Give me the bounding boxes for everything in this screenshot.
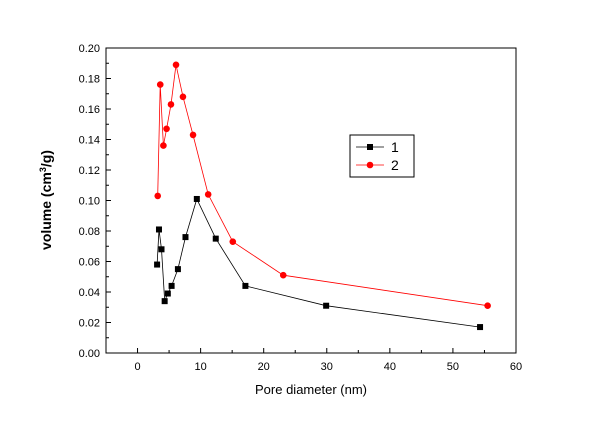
- series-1-point: [323, 302, 330, 309]
- series-2-point: [156, 81, 164, 88]
- y-axis-title: volume (cm3/g): [38, 150, 54, 250]
- series-1-point: [182, 234, 189, 241]
- series-2-point: [179, 93, 187, 101]
- series-2-point: [204, 191, 212, 198]
- x-tick-label: 40: [384, 361, 396, 373]
- y-tick-label: 0.18: [79, 74, 100, 86]
- series-1-point: [155, 226, 162, 233]
- series-2-point: [172, 61, 180, 69]
- series-1-point: [193, 195, 200, 202]
- series-2-point: [484, 302, 491, 310]
- y-tick-label: 0.20: [79, 43, 100, 55]
- series-1-point: [174, 266, 181, 273]
- y-tick-label: 0.04: [79, 287, 100, 299]
- x-tick-label: 50: [447, 361, 459, 373]
- y-axis-title-prefix: volume (cm: [38, 172, 54, 250]
- legend-label-2: 2: [391, 157, 399, 173]
- series-layer: [154, 61, 491, 331]
- y-tick-label: 0.06: [79, 257, 100, 269]
- series-2-point: [160, 142, 167, 149]
- series-1-line: [156, 197, 481, 328]
- series-2-point: [167, 101, 175, 108]
- y-tick-label: 0.02: [79, 318, 100, 330]
- x-tick-label: 60: [510, 361, 522, 373]
- y-tick-label: 0.14: [79, 135, 100, 147]
- legend-box: [349, 134, 415, 178]
- series-2-point: [279, 271, 287, 279]
- series-2-point: [189, 131, 197, 139]
- series-1-point: [477, 324, 484, 331]
- series-1-point: [161, 298, 168, 305]
- x-axis: 0 10 20 30 40 50 60: [134, 348, 522, 373]
- series-1-point: [168, 282, 175, 289]
- legend-marker-2: [366, 161, 374, 169]
- series-1-point: [242, 282, 249, 289]
- series-1-point: [164, 290, 171, 297]
- x-axis-title: Pore diameter (nm): [255, 382, 367, 397]
- y-axis: 0.00 0.02 0.04 0.06 0.08 0.10 0.12 0.14 0.16 0.18…: [79, 43, 111, 360]
- legend-marker-1: [367, 144, 373, 150]
- series-2-line: [157, 64, 488, 307]
- series-2-point: [163, 125, 170, 133]
- legend: 1 2: [349, 134, 415, 178]
- y-tick-label: 0.10: [79, 196, 100, 208]
- series-2-point: [229, 238, 237, 245]
- series-1-point: [154, 261, 161, 268]
- y-tick-label: 0.16: [79, 104, 100, 116]
- plot-frame: [105, 47, 517, 354]
- y-tick-label: 0.08: [79, 226, 100, 238]
- x-tick-label: 0: [134, 361, 140, 373]
- series-1-point: [158, 246, 165, 253]
- series-2-point: [154, 192, 162, 200]
- y-axis-title-suffix: /g): [38, 150, 54, 167]
- y-tick-label: 0.12: [79, 165, 100, 177]
- x-tick-label: 10: [194, 361, 206, 373]
- x-tick-label: 20: [258, 361, 270, 373]
- y-axis-title-superscript: 3: [38, 167, 48, 172]
- legend-label-1: 1: [391, 139, 399, 155]
- x-tick-label: 30: [321, 361, 333, 373]
- y-tick-label: 0.00: [79, 348, 100, 360]
- series-1-point: [212, 235, 219, 242]
